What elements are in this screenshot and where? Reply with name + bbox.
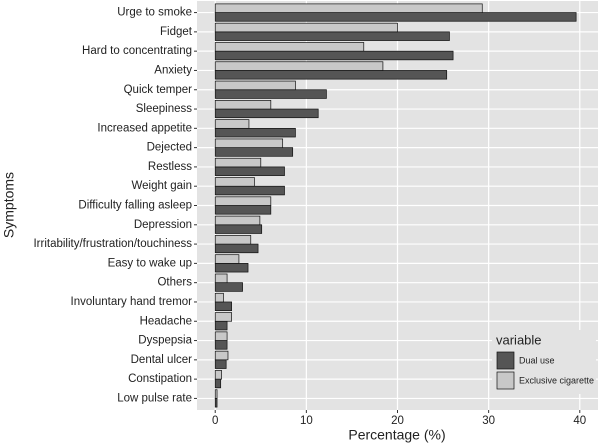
y-tick-label: Involuntary hand tremor <box>71 296 193 308</box>
y-tick-label: Difficulty falling asleep <box>78 200 192 212</box>
legend: variable Dual use Exclusive cigarette <box>492 330 596 394</box>
bar <box>214 108 319 119</box>
legend-label: Exclusive cigarette <box>519 375 594 385</box>
bar <box>214 147 294 157</box>
x-tick-label: 40 <box>573 415 586 427</box>
bar <box>214 331 228 341</box>
y-tick-label: Constipation <box>128 373 192 385</box>
bars <box>214 3 577 408</box>
bar <box>214 166 285 176</box>
y-tick-label: Sleepiness <box>136 103 193 115</box>
bar <box>214 273 228 284</box>
y-tick-label: Depression <box>134 219 192 231</box>
bar <box>214 70 448 80</box>
bar <box>214 312 232 322</box>
bar <box>214 320 228 331</box>
legend-title: variable <box>496 332 542 347</box>
x-tick-label: 0 <box>212 415 218 427</box>
y-tick-label: Restless <box>148 161 192 173</box>
legend-swatch <box>496 351 515 370</box>
bar <box>214 31 450 41</box>
bar <box>214 157 262 168</box>
bar <box>214 80 296 91</box>
bar <box>214 89 327 99</box>
y-tick-label: Increased appetite <box>97 122 192 134</box>
bar <box>214 205 272 215</box>
bar <box>214 3 483 13</box>
bar <box>214 100 272 110</box>
bar <box>214 215 261 226</box>
labels: 0 10 20 30 40 Urge to smoke Fidget Hard to conc… <box>33 7 586 427</box>
y-tick-label: Quick temper <box>124 84 193 96</box>
y-tick-label: Hard to concentrating <box>82 45 192 57</box>
bar <box>214 235 252 245</box>
y-tick-label: Headache <box>140 315 192 327</box>
y-tick-label: Easy to wake up <box>108 257 192 269</box>
bar <box>214 177 255 187</box>
y-tick-label: Dejected <box>147 142 192 154</box>
bar <box>214 254 240 264</box>
y-tick-label: Fidget <box>160 26 193 38</box>
y-tick-label: Urge to smoke <box>117 7 192 19</box>
bar <box>214 350 229 361</box>
y-tick-label: Low pulse rate <box>117 392 192 404</box>
bar <box>214 138 284 148</box>
bar <box>214 378 222 389</box>
legend-label: Dual use <box>519 355 555 365</box>
y-tick-label: Weight gain <box>131 180 192 192</box>
bar <box>214 301 232 311</box>
x-tick-label: 30 <box>482 415 495 427</box>
bar <box>214 340 228 350</box>
y-tick-label: Irritability/frustration/touchiness <box>33 238 192 250</box>
x-tick-label: 10 <box>300 415 313 427</box>
bar <box>214 398 218 408</box>
y-tick-label: Dyspepsia <box>138 335 192 347</box>
y-tick-label: Others <box>157 277 192 289</box>
bar <box>214 263 249 273</box>
bar <box>214 185 285 196</box>
x-tick-label: 20 <box>391 415 404 427</box>
bar <box>214 61 384 71</box>
bar <box>214 22 398 33</box>
bar <box>214 127 296 138</box>
bar <box>214 282 243 292</box>
bar <box>214 50 454 61</box>
bar <box>214 42 365 52</box>
bar <box>214 224 263 234</box>
x-axis-title: Percentage (%) <box>348 427 445 443</box>
bar <box>214 389 218 399</box>
y-tick-label: Anxiety <box>154 64 192 76</box>
y-axis-title: Symptoms <box>1 172 17 238</box>
bar <box>214 196 272 206</box>
bar <box>214 292 224 303</box>
bar <box>214 119 250 129</box>
bar <box>214 243 259 254</box>
bar <box>214 370 222 380</box>
bar <box>214 12 577 22</box>
bar <box>214 359 227 369</box>
legend-swatch <box>496 371 515 390</box>
y-tick-label: Dental ulcer <box>131 354 193 366</box>
